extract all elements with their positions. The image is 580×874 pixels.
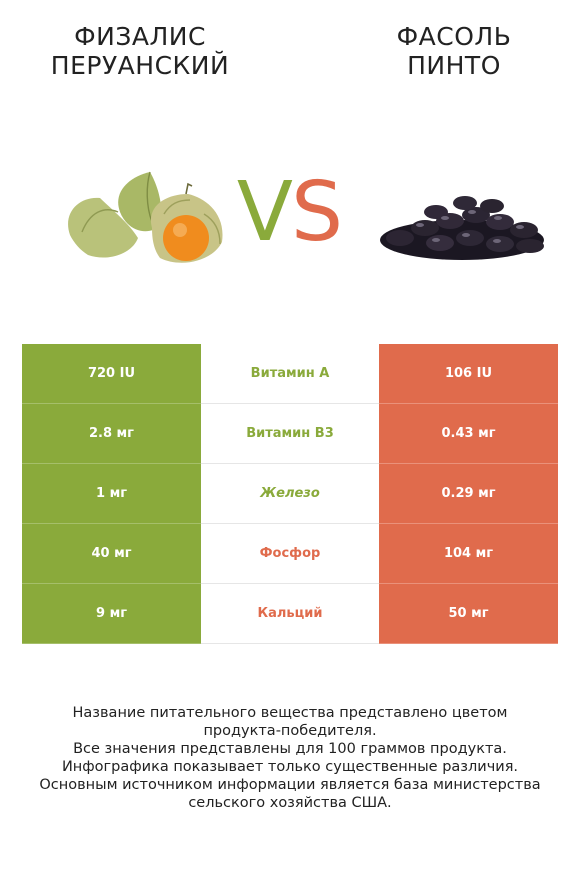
- footer-line: Название питательного вещества представл…: [72, 705, 508, 721]
- right-value: 50 мг: [379, 584, 558, 643]
- footer-line: Все значения представлены для 100 граммо…: [73, 741, 507, 757]
- footer-line: Инфографика показывает только существенн…: [61, 759, 519, 775]
- footer-notes: Название питательного вещества представл…: [20, 704, 560, 812]
- left-value: 720 IU: [22, 344, 201, 403]
- nutrient-name: Железо: [201, 464, 379, 523]
- physalis-image: [68, 171, 223, 263]
- hero-illustrations: [68, 171, 544, 263]
- right-value: 0.29 мг: [379, 464, 558, 523]
- footer-line: Основным источником информации является …: [39, 777, 541, 793]
- pinto-beans-image: [380, 196, 544, 260]
- vs-s-letter: S: [291, 165, 343, 260]
- nutrient-name: Витамин B3: [201, 404, 379, 463]
- footer-line: продукта-победителя.: [203, 723, 377, 739]
- right-value: 106 IU: [379, 344, 558, 403]
- table-row: 40 мг Фосфор 104 мг: [22, 524, 558, 584]
- right-value: 0.43 мг: [379, 404, 558, 463]
- left-product-title: ФИЗАЛИС ПЕРУАНСКИЙ: [50, 22, 230, 80]
- nutrient-name: Фосфор: [201, 524, 379, 583]
- table-row: 2.8 мг Витамин B3 0.43 мг: [22, 404, 558, 464]
- nutrient-name: Кальций: [201, 584, 379, 643]
- nutrient-name: Витамин A: [201, 344, 379, 403]
- left-value: 9 мг: [22, 584, 201, 643]
- table-row: 9 мг Кальций 50 мг: [22, 584, 558, 644]
- comparison-table: 720 IU Витамин A 106 IU 2.8 мг Витамин B…: [22, 344, 558, 644]
- footer-line: сельского хозяйства США.: [188, 795, 392, 811]
- vs-v-letter: V: [236, 165, 293, 260]
- left-value: 1 мг: [22, 464, 201, 523]
- right-product-title: ФАСОЛЬ ПИНТО: [396, 22, 512, 80]
- vs-label: VS: [224, 168, 354, 258]
- table-row: 720 IU Витамин A 106 IU: [22, 344, 558, 404]
- right-value: 104 мг: [379, 524, 558, 583]
- left-value: 40 мг: [22, 524, 201, 583]
- left-value: 2.8 мг: [22, 404, 201, 463]
- table-row: 1 мг Железо 0.29 мг: [22, 464, 558, 524]
